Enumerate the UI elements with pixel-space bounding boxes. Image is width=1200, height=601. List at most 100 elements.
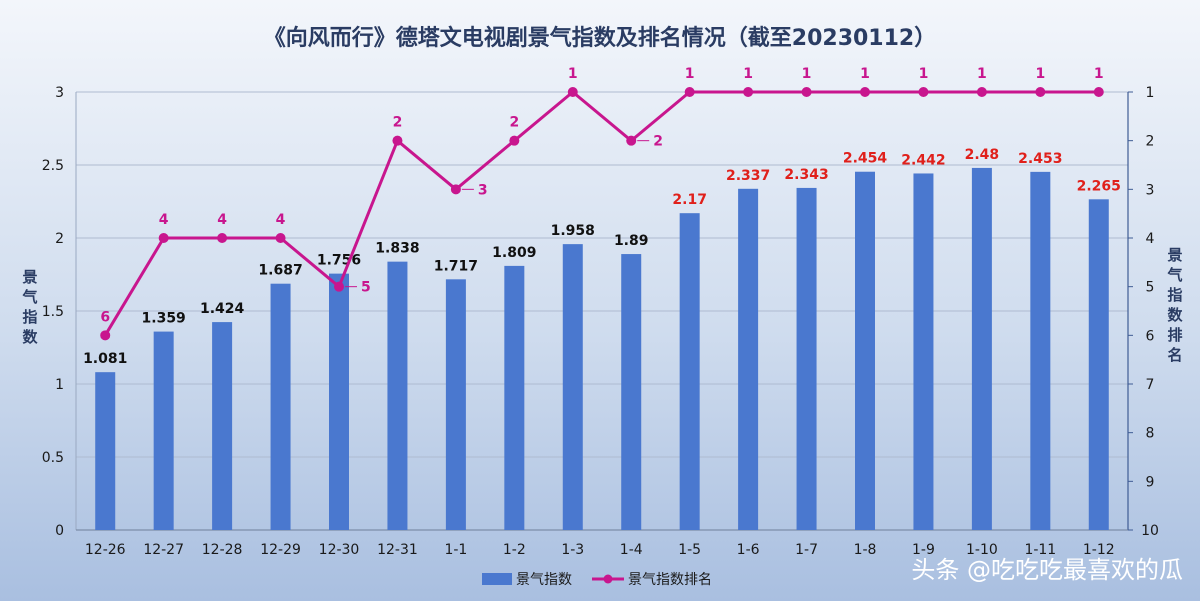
x-tick-9: 1-4 <box>620 542 643 558</box>
rank-label-10: 1 <box>685 66 695 82</box>
bar-label-7: 1.809 <box>492 245 536 261</box>
left-tick-0: 0 <box>55 523 64 539</box>
left-tick-2: 1 <box>55 377 64 393</box>
x-tick-7: 1-2 <box>503 542 526 558</box>
rank-point-7 <box>509 135 520 146</box>
bar-2 <box>212 322 233 530</box>
rank-label-11: 1 <box>743 66 753 82</box>
bar-label-0: 1.081 <box>83 351 127 367</box>
bar-14 <box>913 173 934 530</box>
bar-label-3: 1.687 <box>258 263 302 279</box>
right-tick-0: 1 <box>1146 85 1155 101</box>
rank-label-16: 1 <box>1035 66 1045 82</box>
right-tick-9: 10 <box>1141 523 1159 539</box>
bar-label-2: 1.424 <box>200 301 245 317</box>
bar-label-13: 2.454 <box>843 151 888 167</box>
bar-17 <box>1088 199 1109 530</box>
x-tick-16: 1-11 <box>1024 542 1056 558</box>
rank-label-2: 4 <box>217 212 227 228</box>
rank-series <box>100 87 1104 341</box>
left-tick-6: 3 <box>55 85 64 101</box>
legend-line-label: 景气指数排名 <box>628 572 712 588</box>
rank-label-15: 1 <box>977 66 987 82</box>
rank-point-9 <box>626 135 637 146</box>
x-tick-1: 12-27 <box>143 542 184 558</box>
bar-11 <box>738 188 759 530</box>
legend-bar-swatch <box>482 573 512 585</box>
rank-point-13 <box>860 87 870 97</box>
rank-label-5: 2 <box>393 115 403 131</box>
x-tick-5: 12-31 <box>377 542 418 558</box>
rank-point-16 <box>1035 87 1046 97</box>
right-tick-2: 3 <box>1146 182 1155 198</box>
left-tick-4: 2 <box>55 231 64 247</box>
x-tick-6: 1-1 <box>444 542 467 558</box>
bar-label-15: 2.48 <box>965 147 1000 163</box>
left-axis-ticks: 0 0.5 1 1.5 2 2.5 3 <box>42 85 64 539</box>
bar-12 <box>796 187 817 530</box>
bar-value-labels: 1.081 1.359 1.424 1.687 1.756 1.838 1.717 1.809… <box>83 147 1121 367</box>
bar-label-12: 2.343 <box>784 167 828 183</box>
rank-label-17: 1 <box>1094 66 1104 82</box>
bar-16 <box>1030 171 1051 530</box>
x-axis-ticks: 12-26 12-27 12-28 12-29 12-30 12-31 1-1 1-2 1-3 1… <box>85 542 1115 558</box>
rank-point-11 <box>743 87 754 97</box>
x-tick-13: 1-8 <box>854 542 877 558</box>
bar-13 <box>855 171 875 530</box>
bar-7 <box>504 265 525 530</box>
rank-point-15 <box>976 87 987 97</box>
x-tick-3: 12-29 <box>260 542 301 558</box>
right-tick-3: 4 <box>1146 231 1155 247</box>
rank-label-9: 2 <box>653 134 663 150</box>
left-tick-3: 1.5 <box>42 304 64 320</box>
bar-8 <box>562 244 583 530</box>
bar-0 <box>95 372 116 530</box>
left-tick-5: 2.5 <box>42 158 64 174</box>
rank-point-14 <box>918 87 929 97</box>
right-tick-7: 8 <box>1146 426 1155 442</box>
rank-point-1 <box>158 233 169 243</box>
rank-point-6 <box>450 184 461 195</box>
rank-line <box>103 90 1099 337</box>
x-tick-12: 1-7 <box>795 542 818 558</box>
rank-label-8: 1 <box>568 66 578 82</box>
bar-4 <box>329 273 349 530</box>
watermark: 头条 @吃吃吃最喜欢的瓜 <box>911 556 1183 584</box>
right-tick-5: 6 <box>1146 328 1155 344</box>
x-tick-0: 12-26 <box>85 542 126 558</box>
rank-point-12 <box>801 87 812 97</box>
x-tick-17: 1-12 <box>1083 542 1115 558</box>
bar-label-1: 1.359 <box>142 311 186 327</box>
rank-label-7: 2 <box>509 115 519 131</box>
bar-label-8: 1.958 <box>551 223 595 239</box>
x-tick-15: 1-10 <box>966 542 998 558</box>
chart-title: 《向风而行》德塔文电视剧景气指数及排名情况（截至20230112） <box>264 25 936 51</box>
bar-label-4: 1.756 <box>317 253 361 269</box>
x-tick-4: 12-30 <box>319 542 360 558</box>
legend-line-marker <box>603 574 613 584</box>
x-tick-2: 12-28 <box>202 542 243 558</box>
bar-15 <box>971 167 992 531</box>
bar-label-10: 2.17 <box>672 192 707 208</box>
bar-9 <box>621 254 642 530</box>
rank-point-0 <box>100 330 111 341</box>
rank-label-14: 1 <box>919 66 929 82</box>
rank-label-6: 3 <box>478 182 488 198</box>
left-tick-1: 0.5 <box>42 450 64 466</box>
bar-label-9: 1.89 <box>614 233 649 249</box>
rank-point-2 <box>217 233 228 243</box>
bar-10 <box>679 213 700 530</box>
bar-5 <box>387 261 408 530</box>
bar-6 <box>445 279 466 530</box>
rank-point-5 <box>392 135 403 146</box>
x-tick-14: 1-9 <box>912 542 935 558</box>
x-tick-10: 1-5 <box>678 542 701 558</box>
rank-point-17 <box>1093 87 1104 97</box>
x-tick-8: 1-3 <box>561 542 584 558</box>
rank-point-3 <box>275 233 286 243</box>
bar-series <box>95 167 1109 531</box>
right-axis-label: 景气指数排名 <box>1166 246 1183 364</box>
x-tick-11: 1-6 <box>737 542 760 558</box>
bar-label-16: 2.453 <box>1018 151 1062 167</box>
